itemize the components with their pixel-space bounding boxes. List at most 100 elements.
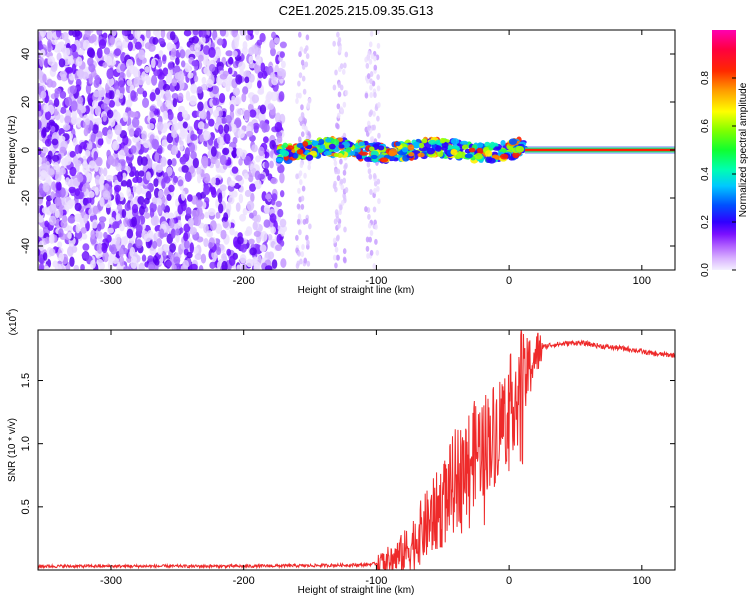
spectrogram-cell xyxy=(86,47,95,58)
spectrogram-cell xyxy=(130,259,138,269)
spectrogram-cell xyxy=(376,178,381,185)
spectrogram-cell xyxy=(157,204,162,215)
spectrogram-cell xyxy=(228,189,234,198)
spectrogram-cell xyxy=(408,152,415,157)
spectrogram-cell xyxy=(147,122,155,130)
spectrogram-cell xyxy=(369,230,374,237)
spectrogram-cell xyxy=(115,213,121,222)
spectrogram-cell xyxy=(238,193,244,204)
spectrogram-cell xyxy=(344,51,349,58)
spectrogram-cell xyxy=(249,183,257,192)
spectrogram-cell xyxy=(369,84,373,91)
spectrogram-cell xyxy=(464,153,473,159)
spectrogram-cell xyxy=(47,168,55,176)
spectrogram-cell xyxy=(461,144,469,150)
spectrogram-cell xyxy=(244,155,251,166)
spectrogram-cell xyxy=(121,208,127,219)
spectrogram-cell xyxy=(208,63,216,72)
x-tick-label: 100 xyxy=(633,275,651,287)
spectrogram-cell xyxy=(163,244,171,251)
spectrogram-cell xyxy=(344,162,348,169)
spectrogram-cell xyxy=(81,185,87,193)
spectrogram-cell xyxy=(183,223,191,233)
spectrogram-cell xyxy=(375,249,380,256)
spectrogram-cell xyxy=(368,146,375,152)
spectrogram-cell xyxy=(484,150,493,157)
spectrogram-cell xyxy=(254,63,261,74)
spectrogram-cell xyxy=(333,160,338,167)
spectrogram-cell xyxy=(343,226,347,233)
spectrogram-cell xyxy=(277,135,283,144)
spectrogram-cell xyxy=(231,150,238,158)
spectrogram-cell xyxy=(181,109,188,119)
spectrogram-cell xyxy=(59,146,67,154)
spectrogram-cell xyxy=(368,58,373,65)
spectrogram-cell xyxy=(39,30,47,38)
spectrogram-cell xyxy=(148,43,156,52)
spectrogram-cell xyxy=(39,170,48,177)
spectrogram-cell xyxy=(344,186,349,193)
spectrogram-cell xyxy=(251,144,258,153)
spectrogram-cell xyxy=(259,104,267,115)
x-axis-label: Height of straight line (km) xyxy=(298,285,415,296)
x-axis-ticks: -300 -200 -100 0 100 xyxy=(100,330,651,587)
spectrogram-cell xyxy=(173,175,179,184)
spectrogram-cell xyxy=(196,207,203,218)
spectrogram-cell xyxy=(239,30,247,37)
spectrogram-cell xyxy=(373,64,378,71)
spectrogram-cell xyxy=(174,228,181,236)
spectrogram-cell xyxy=(77,48,85,56)
spectrogram-cell xyxy=(258,146,265,157)
spectrogram-cell xyxy=(187,72,194,79)
spectrogram-cell xyxy=(105,174,114,182)
spectrogram-cell xyxy=(211,85,220,95)
spectrogram-cell xyxy=(47,55,56,67)
spectrogram-cell xyxy=(365,77,370,84)
spectrogram-cell xyxy=(255,54,262,66)
spectrogram-cell xyxy=(96,223,102,232)
spectrogram-cell xyxy=(223,212,229,222)
spectrogram-cell xyxy=(180,60,186,68)
spectrogram-cell xyxy=(174,65,180,73)
spectrogram-cell xyxy=(74,188,80,197)
spectrogram-cell xyxy=(66,225,73,234)
spectrogram-cell xyxy=(301,123,306,130)
y-axis-ticks: 0.5 1.0 1.5 xyxy=(20,373,675,514)
multiplier-base: (x10 xyxy=(8,315,19,335)
spectrogram-cell xyxy=(185,207,192,217)
spectrogram-cell xyxy=(436,150,444,158)
spectrogram-cell xyxy=(107,129,113,140)
spectrogram-cell xyxy=(244,189,252,198)
spectrogram-cell xyxy=(136,184,142,196)
spectrogram-cell xyxy=(100,103,108,110)
spectrogram-cell xyxy=(222,79,229,87)
spectrogram-cell xyxy=(366,252,370,259)
spectrogram-cell xyxy=(38,119,42,130)
spectrogram-cell xyxy=(341,68,346,75)
spectrogram-cell xyxy=(376,115,380,122)
spectrogram-cell xyxy=(57,241,63,248)
spectrogram-cell xyxy=(124,202,131,212)
spectrogram-cell xyxy=(99,174,105,185)
spectrogram-cell xyxy=(114,48,122,57)
spectrogram-cell xyxy=(222,147,230,156)
spectrogram-cell xyxy=(84,149,91,158)
spectrogram-cell xyxy=(374,223,378,230)
spectrogram-cell xyxy=(103,47,111,55)
spectrogram-cell xyxy=(137,196,145,205)
spectrogram-cell xyxy=(212,109,219,118)
spectrogram-cell xyxy=(88,191,95,198)
spectrogram-cell xyxy=(106,109,114,119)
spectrogram-cell xyxy=(48,99,53,107)
spectrogram-cell xyxy=(428,139,437,145)
spectrogram-cell xyxy=(159,228,165,239)
spectrogram-cell xyxy=(165,73,173,84)
spectrogram-cell xyxy=(208,208,216,217)
multiplier-close: ) xyxy=(8,309,19,312)
spectrogram-cell xyxy=(259,244,267,253)
spectrogram-cell xyxy=(171,93,179,100)
spectrogram-cell xyxy=(210,146,217,157)
spectrogram-cell xyxy=(102,251,110,263)
spectrogram-cell xyxy=(349,150,356,156)
